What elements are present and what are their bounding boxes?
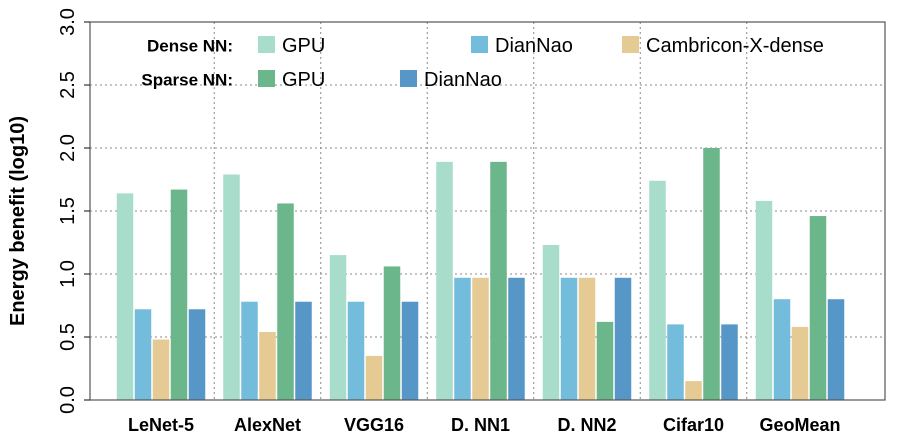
legend-swatch	[400, 70, 417, 87]
legend-swatch	[258, 70, 275, 87]
bar	[791, 326, 809, 400]
bar	[134, 309, 152, 400]
y-tick-label: 1.5	[57, 197, 79, 225]
legend-swatch	[258, 36, 275, 53]
legend-label: GPU	[282, 35, 325, 57]
bar	[223, 174, 240, 400]
legend-layer: Dense NN: GPU DianNao Cambricon-X-dense Spar…	[141, 35, 824, 91]
x-tick-label: GeoMean	[759, 415, 840, 435]
bar	[649, 180, 666, 400]
y-tick-label: 2.5	[57, 71, 79, 99]
bar	[329, 255, 347, 400]
bar	[827, 299, 845, 400]
bar	[277, 203, 294, 400]
axis-layer: 0.0 0.5 1.0 1.5 2.0 2.5 3.0 LeNet-5 AlexNet VGG16…	[57, 8, 886, 435]
bar	[241, 301, 258, 400]
bar	[436, 161, 453, 400]
bar	[578, 277, 596, 400]
bar	[188, 309, 206, 400]
legend-label: DianNao	[495, 35, 573, 57]
bar	[560, 277, 578, 400]
x-tick-label: D. NN2	[557, 415, 616, 435]
bar	[685, 381, 702, 400]
bar	[401, 301, 419, 400]
bar	[596, 321, 614, 400]
bar	[773, 299, 791, 400]
x-tick-label: AlexNet	[234, 415, 301, 435]
bar	[542, 245, 560, 400]
bar	[472, 277, 489, 400]
y-tick-label: 0.5	[57, 323, 79, 351]
bar	[721, 324, 738, 400]
x-tick-label: VGG16	[344, 415, 404, 435]
bar	[259, 331, 276, 400]
bar	[383, 266, 401, 400]
bar	[152, 339, 170, 400]
bar	[508, 277, 525, 400]
legend-swatch	[622, 36, 639, 53]
x-tick-label: Cifar10	[663, 415, 724, 435]
legend-group-label: Sparse NN:	[141, 71, 233, 90]
legend-swatch	[471, 36, 488, 53]
grid-layer	[90, 22, 885, 400]
bar	[365, 355, 383, 400]
legend-group-label: Dense NN:	[147, 37, 233, 56]
bar	[667, 324, 684, 400]
bar	[755, 200, 773, 400]
bars-layer	[116, 148, 845, 400]
bar	[614, 277, 632, 400]
y-tick-label: 3.0	[57, 8, 79, 36]
bar	[116, 193, 134, 400]
y-tick-label: 2.0	[57, 134, 79, 162]
y-tick-label: 0.0	[57, 386, 79, 414]
bar	[490, 161, 507, 400]
bar	[454, 277, 471, 400]
x-tick-label: D. NN1	[451, 415, 510, 435]
y-axis-title: Energy benefit (log10)	[7, 116, 29, 326]
legend-label: DianNao	[424, 69, 502, 91]
legend-label: GPU	[282, 69, 325, 91]
bar	[295, 301, 312, 400]
x-tick-label: LeNet-5	[128, 415, 194, 435]
bar	[347, 301, 365, 400]
legend-label: Cambricon-X-dense	[646, 35, 824, 57]
bar	[703, 148, 720, 400]
bar	[809, 216, 827, 400]
y-tick-label: 1.0	[57, 260, 79, 288]
bar	[170, 189, 188, 400]
